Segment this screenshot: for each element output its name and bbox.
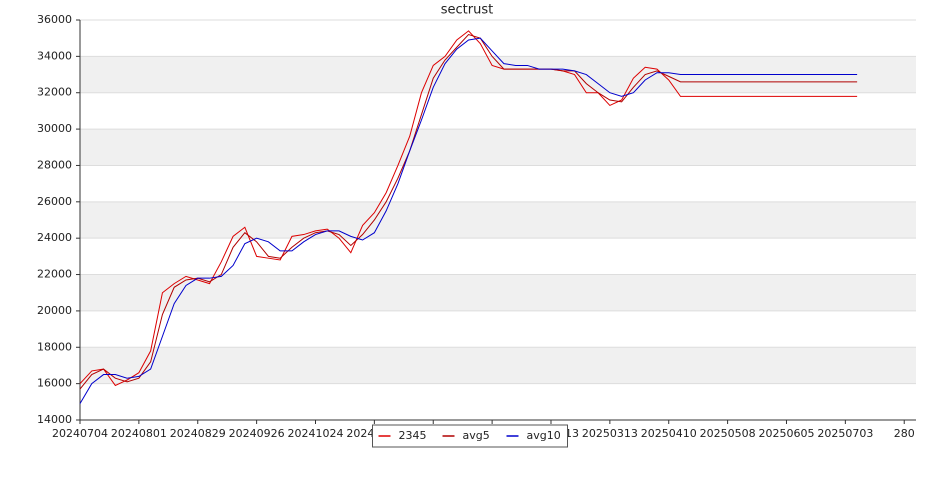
x-tick-label: 20240829 xyxy=(170,427,226,440)
x-tick-label: 20241024 xyxy=(287,427,343,440)
series-line xyxy=(79,30,858,387)
y-tick-label: 20000 xyxy=(37,304,72,317)
grid-band xyxy=(80,274,916,311)
x-tick-label: 280 xyxy=(894,427,915,440)
legend-label: avg5 xyxy=(463,429,490,442)
x-tick-label: 20250410 xyxy=(641,427,697,440)
x-tick-label: 20250508 xyxy=(700,427,756,440)
x-tick-label: 20240801 xyxy=(111,427,167,440)
y-tick-label: 36000 xyxy=(37,13,72,26)
legend-label: 2345 xyxy=(399,429,427,442)
legend: 2345 avg5 avg10 xyxy=(372,424,568,448)
grid-band xyxy=(80,129,916,166)
x-tick-label: 20240926 xyxy=(229,427,285,440)
grid-band xyxy=(80,201,916,239)
y-tick-label: 28000 xyxy=(37,158,72,171)
x-tick-label: 20250313 xyxy=(582,427,638,440)
y-tick-label: 18000 xyxy=(37,340,72,353)
series-line xyxy=(79,33,858,390)
grid-band xyxy=(80,347,916,384)
y-tick-label: 24000 xyxy=(37,231,72,244)
y-tick-label: 34000 xyxy=(37,49,72,62)
x-tick-label: 20250605 xyxy=(758,427,814,440)
y-tick-label: 14000 xyxy=(37,413,72,426)
legend-box xyxy=(372,424,568,448)
y-tick-label: 22000 xyxy=(37,268,72,281)
x-tick-label: 20250703 xyxy=(817,427,873,440)
y-tick-label: 30000 xyxy=(37,122,72,135)
y-tick-label: 26000 xyxy=(37,195,72,208)
chart-title: sectrust xyxy=(441,3,493,18)
x-tick-label: 20240704 xyxy=(52,427,108,440)
y-tick-label: 16000 xyxy=(37,377,72,390)
legend-label: avg10 xyxy=(527,429,561,442)
series-line xyxy=(79,37,858,404)
y-tick-label: 32000 xyxy=(37,86,72,99)
